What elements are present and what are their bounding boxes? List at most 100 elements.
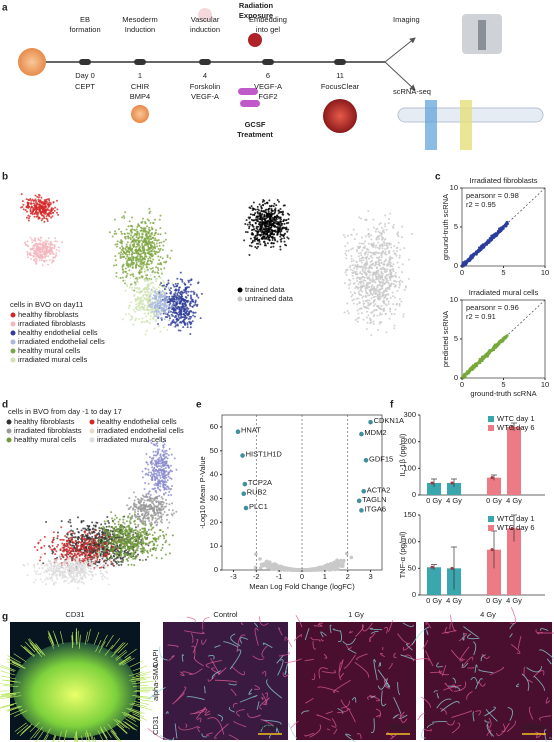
cell-dot	[146, 306, 149, 309]
cell-dot	[358, 293, 361, 296]
cell-dot	[251, 224, 254, 227]
cell-dot	[196, 303, 199, 306]
cell-dot	[380, 254, 383, 257]
cell-dot	[164, 487, 167, 490]
cell-dot	[378, 291, 381, 294]
gene-dot	[494, 345, 498, 349]
cell-dot	[359, 271, 362, 274]
cell-dot	[157, 233, 160, 236]
cell-dot	[143, 312, 146, 315]
cell-dot	[377, 236, 380, 239]
x-tick-label: 10	[541, 268, 549, 277]
cell-dot	[114, 243, 117, 246]
step-marker	[199, 59, 211, 65]
cell-dot	[146, 230, 149, 233]
cell-dot	[147, 492, 150, 495]
cell-dot	[138, 288, 141, 291]
cell-dot	[187, 290, 190, 293]
cell-dot	[168, 289, 171, 292]
x-tick-label: 5	[501, 380, 505, 389]
cell-dot	[167, 309, 170, 312]
cell-dot	[44, 247, 47, 250]
cell-dot	[360, 312, 363, 315]
cell-dot	[153, 297, 156, 300]
cell-dot	[33, 249, 36, 252]
cell-dot	[189, 279, 192, 282]
cell-dot	[364, 267, 367, 270]
cell-dot	[48, 205, 51, 208]
cell-dot	[285, 222, 288, 225]
cell-dot	[163, 481, 166, 484]
cell-dot	[256, 211, 259, 214]
cell-dot	[128, 220, 131, 223]
cell-dot	[147, 219, 150, 222]
cell-dot	[27, 206, 30, 209]
cell-dot	[124, 211, 127, 214]
cell-dot	[367, 276, 370, 279]
cell-dot	[397, 241, 400, 244]
cell-dot	[392, 283, 395, 286]
cell-dot	[167, 471, 170, 474]
cell-dot	[272, 223, 275, 226]
cell-dot	[388, 284, 391, 287]
cell-dot	[250, 245, 253, 248]
cell-dot	[361, 268, 364, 271]
cell-dot	[357, 316, 360, 319]
radiation-label: Exposure	[239, 11, 273, 20]
cell-dot	[134, 319, 137, 322]
cell-dot	[357, 312, 360, 315]
cell-dot	[360, 307, 363, 310]
gene-dot	[471, 366, 475, 369]
x-tick-label: 0	[460, 268, 464, 277]
cell-dot	[50, 216, 53, 219]
cell-dot	[362, 300, 365, 303]
cell-dot	[173, 285, 176, 288]
cell-dot	[135, 228, 138, 231]
cell-dot	[183, 322, 186, 325]
cell-dot	[44, 251, 47, 254]
cell-dot	[373, 298, 376, 301]
cell-dot	[85, 528, 88, 531]
cell-dot	[179, 329, 182, 332]
cell-dot	[175, 296, 178, 299]
cell-dot	[265, 214, 268, 217]
panel-letter: g	[2, 612, 8, 623]
cell-dot	[24, 208, 27, 211]
panel-letter: e	[196, 400, 202, 411]
cell-dot	[136, 232, 139, 235]
cell-dot	[344, 236, 347, 239]
cell-dot	[42, 244, 45, 247]
cell-dot	[197, 282, 200, 285]
cell-dot	[138, 303, 141, 306]
step-marker	[262, 59, 274, 65]
cell-dot	[163, 267, 166, 270]
cell-dot	[143, 488, 146, 491]
cell-dot	[139, 298, 142, 301]
cell-dot	[367, 257, 370, 260]
cell-dot	[163, 300, 166, 303]
gene-dot	[478, 249, 481, 253]
cell-dot	[349, 282, 352, 285]
cell-dot	[189, 333, 192, 336]
cell-dot	[168, 490, 171, 493]
gene-dot	[502, 337, 506, 341]
cell-dot	[343, 311, 346, 314]
cell-dot	[94, 524, 97, 527]
cell-dot	[37, 255, 40, 258]
cell-dot	[98, 561, 101, 564]
cell-dot	[364, 269, 367, 272]
cell-dot	[146, 269, 149, 272]
cell-dot	[161, 462, 164, 465]
cell-dot	[344, 252, 347, 255]
cell-dot	[356, 320, 359, 323]
cell-dot	[189, 300, 192, 303]
cell-dot	[162, 240, 165, 243]
cell-dot	[119, 276, 122, 279]
cell-dot	[111, 530, 114, 533]
cell-dot	[37, 198, 40, 201]
cell-dot	[145, 234, 148, 237]
cell-dot	[161, 449, 164, 452]
cell-dot	[194, 301, 197, 304]
cell-dot	[157, 299, 160, 302]
cell-dot	[21, 200, 24, 203]
